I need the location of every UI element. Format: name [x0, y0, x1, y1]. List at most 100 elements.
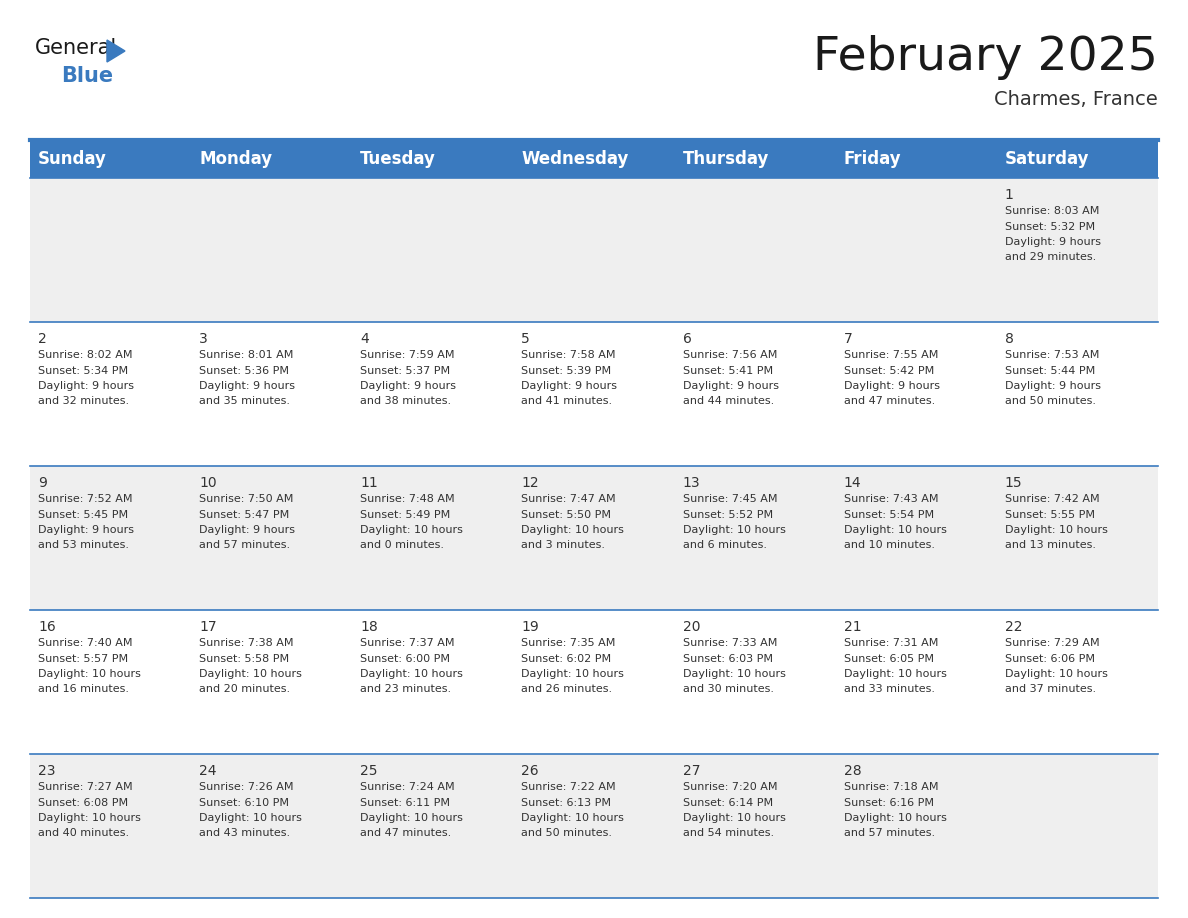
Text: 21: 21 — [843, 620, 861, 634]
Text: Sunrise: 7:56 AM: Sunrise: 7:56 AM — [683, 350, 777, 360]
Text: Sunset: 6:10 PM: Sunset: 6:10 PM — [200, 798, 289, 808]
Text: Daylight: 9 hours: Daylight: 9 hours — [38, 525, 134, 535]
Text: Sunset: 5:55 PM: Sunset: 5:55 PM — [1005, 509, 1095, 520]
Text: Sunrise: 7:22 AM: Sunrise: 7:22 AM — [522, 782, 617, 792]
Text: and 43 minutes.: and 43 minutes. — [200, 829, 290, 838]
Text: Daylight: 9 hours: Daylight: 9 hours — [683, 381, 778, 391]
Text: and 0 minutes.: and 0 minutes. — [360, 541, 444, 551]
Text: Sunrise: 8:03 AM: Sunrise: 8:03 AM — [1005, 206, 1099, 216]
Text: Sunrise: 8:01 AM: Sunrise: 8:01 AM — [200, 350, 293, 360]
Text: Sunrise: 7:27 AM: Sunrise: 7:27 AM — [38, 782, 133, 792]
Text: Daylight: 10 hours: Daylight: 10 hours — [843, 669, 947, 679]
Bar — [30, 466, 1158, 610]
Text: Daylight: 10 hours: Daylight: 10 hours — [38, 813, 141, 823]
Text: Sunset: 6:13 PM: Sunset: 6:13 PM — [522, 798, 612, 808]
Text: Sunset: 5:54 PM: Sunset: 5:54 PM — [843, 509, 934, 520]
Text: Daylight: 10 hours: Daylight: 10 hours — [843, 525, 947, 535]
Text: 19: 19 — [522, 620, 539, 634]
Text: Daylight: 9 hours: Daylight: 9 hours — [1005, 237, 1101, 247]
Text: 5: 5 — [522, 332, 530, 346]
Text: and 10 minutes.: and 10 minutes. — [843, 541, 935, 551]
Text: General: General — [34, 38, 118, 58]
Text: Charmes, France: Charmes, France — [994, 90, 1158, 109]
Text: Sunrise: 7:58 AM: Sunrise: 7:58 AM — [522, 350, 615, 360]
Text: Daylight: 9 hours: Daylight: 9 hours — [200, 381, 295, 391]
Text: Sunrise: 7:35 AM: Sunrise: 7:35 AM — [522, 638, 615, 648]
Text: and 47 minutes.: and 47 minutes. — [360, 829, 451, 838]
Text: 7: 7 — [843, 332, 853, 346]
Text: Daylight: 10 hours: Daylight: 10 hours — [360, 525, 463, 535]
Text: Sunset: 5:36 PM: Sunset: 5:36 PM — [200, 365, 289, 375]
Text: Sunset: 6:03 PM: Sunset: 6:03 PM — [683, 654, 772, 664]
Text: and 16 minutes.: and 16 minutes. — [38, 685, 129, 695]
Polygon shape — [107, 40, 125, 62]
Text: Sunrise: 7:47 AM: Sunrise: 7:47 AM — [522, 494, 617, 504]
Text: Sunset: 5:34 PM: Sunset: 5:34 PM — [38, 365, 128, 375]
Text: Daylight: 10 hours: Daylight: 10 hours — [38, 669, 141, 679]
Text: Sunset: 5:47 PM: Sunset: 5:47 PM — [200, 509, 290, 520]
Text: Sunset: 5:39 PM: Sunset: 5:39 PM — [522, 365, 612, 375]
Text: Daylight: 9 hours: Daylight: 9 hours — [843, 381, 940, 391]
Bar — [30, 754, 1158, 898]
Text: Sunrise: 7:43 AM: Sunrise: 7:43 AM — [843, 494, 939, 504]
Text: Daylight: 10 hours: Daylight: 10 hours — [683, 525, 785, 535]
Text: and 3 minutes.: and 3 minutes. — [522, 541, 606, 551]
Text: 14: 14 — [843, 476, 861, 490]
Text: 6: 6 — [683, 332, 691, 346]
Text: Daylight: 10 hours: Daylight: 10 hours — [360, 669, 463, 679]
Text: 11: 11 — [360, 476, 378, 490]
Text: Daylight: 9 hours: Daylight: 9 hours — [360, 381, 456, 391]
Text: Wednesday: Wednesday — [522, 150, 628, 168]
Text: Monday: Monday — [200, 150, 272, 168]
Text: and 26 minutes.: and 26 minutes. — [522, 685, 613, 695]
Text: Daylight: 10 hours: Daylight: 10 hours — [522, 669, 625, 679]
Text: Daylight: 9 hours: Daylight: 9 hours — [1005, 381, 1101, 391]
Text: February 2025: February 2025 — [813, 35, 1158, 80]
Text: Sunrise: 7:38 AM: Sunrise: 7:38 AM — [200, 638, 293, 648]
Text: Daylight: 10 hours: Daylight: 10 hours — [200, 813, 302, 823]
Text: 8: 8 — [1005, 332, 1013, 346]
Text: Sunset: 5:57 PM: Sunset: 5:57 PM — [38, 654, 128, 664]
Text: 3: 3 — [200, 332, 208, 346]
Text: Daylight: 9 hours: Daylight: 9 hours — [522, 381, 618, 391]
Bar — [30, 140, 1158, 178]
Text: and 35 minutes.: and 35 minutes. — [200, 397, 290, 407]
Bar — [30, 610, 1158, 754]
Text: and 29 minutes.: and 29 minutes. — [1005, 252, 1097, 263]
Text: and 23 minutes.: and 23 minutes. — [360, 685, 451, 695]
Text: and 50 minutes.: and 50 minutes. — [1005, 397, 1095, 407]
Text: Sunrise: 7:31 AM: Sunrise: 7:31 AM — [843, 638, 939, 648]
Text: and 38 minutes.: and 38 minutes. — [360, 397, 451, 407]
Bar — [30, 178, 1158, 322]
Text: 18: 18 — [360, 620, 378, 634]
Text: 22: 22 — [1005, 620, 1023, 634]
Text: and 20 minutes.: and 20 minutes. — [200, 685, 290, 695]
Text: Sunset: 5:32 PM: Sunset: 5:32 PM — [1005, 221, 1095, 231]
Text: Sunrise: 7:24 AM: Sunrise: 7:24 AM — [360, 782, 455, 792]
Text: 15: 15 — [1005, 476, 1023, 490]
Text: 9: 9 — [38, 476, 46, 490]
Text: Daylight: 10 hours: Daylight: 10 hours — [522, 813, 625, 823]
Text: Friday: Friday — [843, 150, 902, 168]
Text: and 37 minutes.: and 37 minutes. — [1005, 685, 1097, 695]
Text: 26: 26 — [522, 764, 539, 778]
Text: 2: 2 — [38, 332, 46, 346]
Text: 25: 25 — [360, 764, 378, 778]
Text: Tuesday: Tuesday — [360, 150, 436, 168]
Text: 28: 28 — [843, 764, 861, 778]
Text: Sunrise: 7:33 AM: Sunrise: 7:33 AM — [683, 638, 777, 648]
Text: and 30 minutes.: and 30 minutes. — [683, 685, 773, 695]
Text: 24: 24 — [200, 764, 216, 778]
Text: Daylight: 9 hours: Daylight: 9 hours — [200, 525, 295, 535]
Text: 16: 16 — [38, 620, 56, 634]
Text: Daylight: 10 hours: Daylight: 10 hours — [360, 813, 463, 823]
Text: Sunset: 6:02 PM: Sunset: 6:02 PM — [522, 654, 612, 664]
Text: Blue: Blue — [61, 66, 113, 86]
Text: Daylight: 10 hours: Daylight: 10 hours — [200, 669, 302, 679]
Text: Daylight: 10 hours: Daylight: 10 hours — [683, 813, 785, 823]
Text: and 44 minutes.: and 44 minutes. — [683, 397, 773, 407]
Text: Sunset: 5:58 PM: Sunset: 5:58 PM — [200, 654, 289, 664]
Text: and 50 minutes.: and 50 minutes. — [522, 829, 613, 838]
Text: Daylight: 10 hours: Daylight: 10 hours — [843, 813, 947, 823]
Text: 17: 17 — [200, 620, 216, 634]
